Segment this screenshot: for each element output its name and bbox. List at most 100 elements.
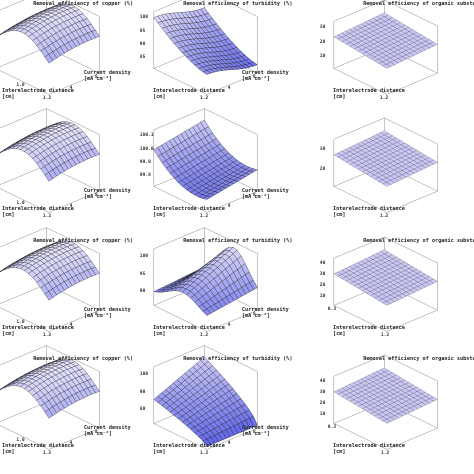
z-tick-label: 85	[139, 54, 146, 60]
y-axis-label: Current density [mA cm⁻²]	[241, 188, 289, 201]
panel-title: Removal efficiency of organic substanc	[363, 238, 474, 244]
panel-organic-1	[333, 0, 439, 95]
x-tick-label: 1.2	[379, 213, 389, 219]
y-tick-label: 8	[252, 193, 256, 199]
x-axis-label: Interelectrode distance [cm]	[153, 324, 225, 337]
z-tick-label: 20	[319, 167, 326, 173]
z-tick-label: 40	[319, 378, 326, 384]
x-axis-label: Interelectrode distance [cm]	[2, 87, 74, 100]
x-axis-label: Interelectrode distance [cm]	[153, 87, 225, 100]
x-tick-label: 1.2	[42, 96, 52, 102]
y-tick-label: 4	[69, 85, 73, 91]
y-tick-label: 8	[252, 430, 256, 436]
x-tick-label: 1.0	[16, 438, 25, 444]
z-tick-label: 20	[319, 400, 326, 406]
z-tick-label: 30	[319, 25, 326, 31]
x-axis-label: Interelectrode distance [cm]	[333, 442, 405, 455]
x-axis-label: Interelectrode distance [cm]	[2, 442, 74, 455]
x-axis-label: Interelectrode distance [cm]	[333, 324, 405, 337]
y-axis-label: Current density [mA cm⁻²]	[241, 70, 289, 83]
z-tick-label: 30	[319, 146, 326, 152]
axis-box-top	[333, 354, 438, 382]
z-tick-label: 95	[139, 28, 146, 34]
y-tick-label: 8	[94, 193, 98, 199]
y-axis-label: Current density [mA cm⁻²]	[83, 188, 131, 201]
x-tick-label: 1.2	[379, 95, 389, 101]
x-tick-label: 1.0	[16, 320, 25, 326]
x-tick-label: 1.2	[42, 451, 52, 457]
panel-title: Removal efficiency of copper (%)	[33, 1, 134, 7]
axis-box-top	[333, 236, 438, 264]
z-tick-label: 10	[319, 293, 326, 299]
panel-organic-4	[333, 354, 439, 450]
z-tick-label: 100	[139, 15, 149, 21]
y-tick-label: 4	[227, 322, 231, 328]
panel-title: Removal efficiency of organic substanc	[363, 356, 474, 362]
surface-cell	[202, 70, 212, 75]
axis-box-top	[153, 345, 258, 372]
z-tick-label: 90	[139, 288, 146, 294]
y-tick-label: 4	[227, 85, 231, 91]
panel-copper-2	[0, 108, 101, 213]
axis-box-top	[0, 345, 100, 372]
surface-cell	[382, 419, 392, 424]
panel-organic-3	[333, 236, 439, 332]
axis-box-top	[333, 0, 438, 27]
surface-cell	[44, 291, 54, 301]
surface-cell	[202, 196, 212, 200]
x-tick-label: 1.0	[16, 83, 25, 89]
y-tick-label: 8	[94, 75, 98, 81]
y-axis-label: Current density [mA cm⁻²]	[83, 425, 131, 438]
y-tick-label: 8	[252, 75, 256, 81]
z-tick-label: 80	[139, 406, 146, 412]
y-tick-label: 4	[69, 322, 73, 328]
surface-cell	[44, 172, 54, 182]
surface-cell	[202, 308, 212, 316]
z-tick-label: 100	[139, 372, 149, 378]
panel-title: Removal efficiency of turbidity (%)	[183, 238, 293, 244]
axis-box-top	[0, 108, 100, 135]
panel-title: Removal efficiency of copper (%)	[33, 356, 134, 362]
y-axis-label: Current density [mA cm⁻²]	[241, 307, 289, 320]
x-axis-label: Interelectrode distance [cm]	[153, 205, 225, 218]
axis-box-top	[153, 227, 258, 254]
x-tick-label: 0.3	[327, 307, 337, 313]
x-axis-label: Interelectrode distance [cm]	[2, 324, 74, 337]
z-tick-label: 20	[319, 39, 326, 45]
y-tick-label: 8	[94, 312, 98, 318]
z-tick-label: 99.8	[139, 172, 151, 178]
panel-copper-3	[0, 227, 101, 332]
y-tick-label: 4	[69, 203, 73, 209]
x-tick-label: 1.2	[199, 213, 209, 219]
x-tick-label: 1.2	[42, 333, 52, 339]
y-tick-label: 8	[94, 430, 98, 436]
z-tick-label: 30	[319, 389, 326, 395]
panel-turbidity-4	[153, 345, 259, 450]
y-tick-label: 4	[227, 440, 231, 446]
x-tick-label: 1.2	[199, 95, 209, 101]
y-axis-label: Current density [mA cm⁻²]	[83, 70, 131, 83]
axis-box-top	[153, 0, 258, 17]
surface-cell	[382, 301, 392, 306]
x-tick-label: 1.2	[199, 450, 209, 456]
z-tick-label: 100.0	[139, 146, 154, 152]
panel-title: Removal efficiency of turbidity (%)	[183, 1, 293, 7]
x-tick-label: 1.2	[42, 214, 52, 220]
axis-box-top	[0, 0, 100, 17]
z-tick-label: 100.1	[139, 133, 154, 139]
x-axis-label: Interelectrode distance [cm]	[153, 442, 225, 455]
z-tick-label: 95	[139, 271, 146, 277]
y-tick-label: 8	[252, 312, 256, 318]
z-tick-label: 20	[319, 282, 326, 288]
x-tick-label: 1.2	[199, 332, 209, 338]
panel-title: Removal efficiency of copper (%)	[33, 238, 134, 244]
y-axis-label: Current density [mA cm⁻²]	[241, 425, 289, 438]
surface-cell	[202, 438, 212, 447]
z-tick-label: 90	[139, 41, 146, 47]
x-axis-label: Interelectrode distance [cm]	[333, 205, 405, 218]
y-axis-label: Current density [mA cm⁻²]	[83, 307, 131, 320]
y-tick-label: 4	[227, 203, 231, 209]
x-tick-label: 1.2	[380, 451, 390, 457]
panel-turbidity-1	[153, 0, 259, 95]
